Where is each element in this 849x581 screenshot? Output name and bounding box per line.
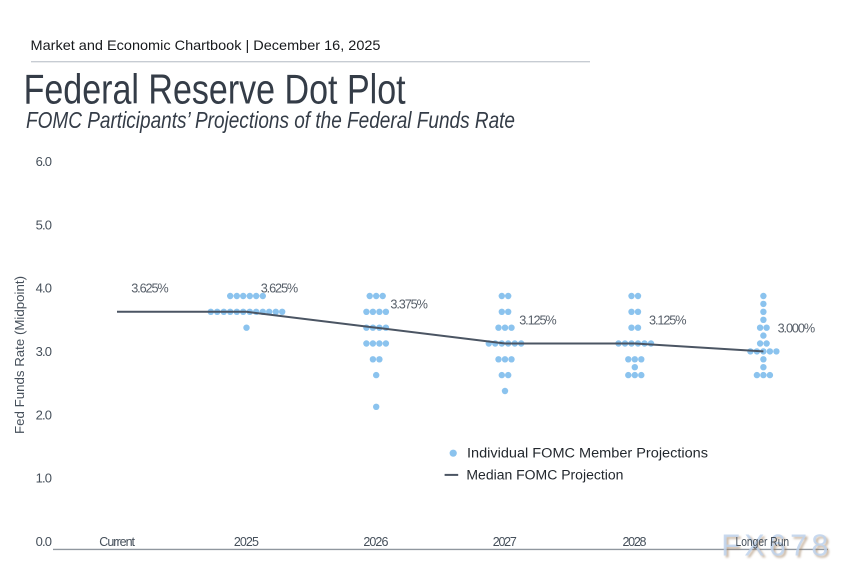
svg-text:5.0: 5.0	[36, 217, 52, 232]
svg-text:2028: 2028	[623, 535, 647, 549]
svg-text:3.000%: 3.000%	[778, 321, 816, 335]
svg-text:Market and Economic Chartbook: Market and Economic Chartbook | December…	[31, 37, 381, 53]
svg-text:FX678: FX678	[723, 531, 834, 565]
svg-text:4.0: 4.0	[36, 281, 52, 296]
svg-text:3.375%: 3.375%	[390, 298, 428, 312]
svg-text:2027: 2027	[493, 535, 517, 549]
svg-text:Current: Current	[99, 535, 135, 549]
svg-text:2025: 2025	[234, 535, 259, 549]
svg-text:Longer Run: Longer Run	[736, 535, 790, 549]
svg-text:Federal Reserve Dot Plot: Federal Reserve Dot Plot	[24, 65, 406, 112]
svg-text:3.625%: 3.625%	[261, 282, 299, 296]
svg-text:3.0: 3.0	[36, 344, 52, 359]
svg-text:3.125%: 3.125%	[649, 313, 687, 327]
svg-text:2.0: 2.0	[36, 407, 52, 422]
svg-text:3.625%: 3.625%	[131, 282, 169, 296]
svg-text:Individual FOMC Member Project: Individual FOMC Member Projections	[467, 446, 708, 462]
svg-text:6.0: 6.0	[36, 154, 52, 169]
svg-text:FX678: FX678	[721, 529, 832, 563]
svg-text:0.0: 0.0	[36, 534, 52, 549]
svg-text:Median FOMC Projection: Median FOMC Projection	[466, 467, 623, 483]
svg-text:2026: 2026	[363, 535, 388, 549]
svg-text:FOMC Participants’ Projections: FOMC Participants’ Projections of the Fe…	[26, 107, 515, 133]
svg-text:Fed Funds Rate (Midpoint): Fed Funds Rate (Midpoint)	[12, 276, 27, 434]
svg-text:1.0: 1.0	[36, 471, 52, 486]
svg-text:3.125%: 3.125%	[519, 313, 557, 327]
